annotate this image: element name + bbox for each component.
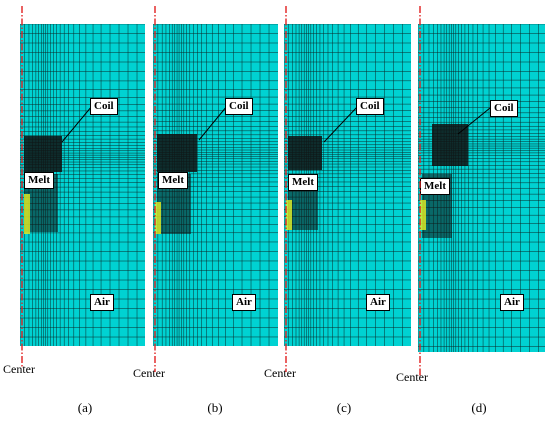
coil-dense-mesh <box>288 136 322 170</box>
center-label-a: Center <box>3 362 35 376</box>
melt-label-b: Melt <box>158 172 188 189</box>
caption-b: (b) <box>207 400 223 415</box>
coil-leader-line <box>61 105 93 143</box>
coil-leader-line <box>457 107 491 135</box>
coil-label-a: Coil <box>90 98 118 115</box>
hot-spot <box>155 202 161 234</box>
melt-label-a: Melt <box>24 172 54 189</box>
caption-a: (a) <box>77 400 93 415</box>
hot-spot <box>286 200 292 230</box>
center-label-b: Center <box>133 366 165 380</box>
air-label-b: Air <box>232 294 256 311</box>
mesh-grid <box>418 24 545 352</box>
coil-label-c: Coil <box>356 98 384 115</box>
air-label-c: Air <box>366 294 390 311</box>
coil-leader-line <box>323 105 359 143</box>
air-label-a: Air <box>90 294 114 311</box>
coil-dense-mesh <box>157 134 197 172</box>
caption-d: (d) <box>471 400 487 415</box>
center-label-c: Center <box>264 366 296 380</box>
melt-label-d: Melt <box>420 178 450 195</box>
hot-spot <box>24 194 30 234</box>
coil-leader-line <box>198 105 228 141</box>
coil-dense-mesh <box>24 136 62 172</box>
melt-label-c: Melt <box>288 174 318 191</box>
coil-label-b: Coil <box>225 98 253 115</box>
air-label-d: Air <box>500 294 524 311</box>
center-label-d: Center <box>396 370 428 384</box>
coil-label-d: Coil <box>490 100 518 117</box>
caption-c: (c) <box>336 400 352 415</box>
hot-spot <box>420 200 426 230</box>
